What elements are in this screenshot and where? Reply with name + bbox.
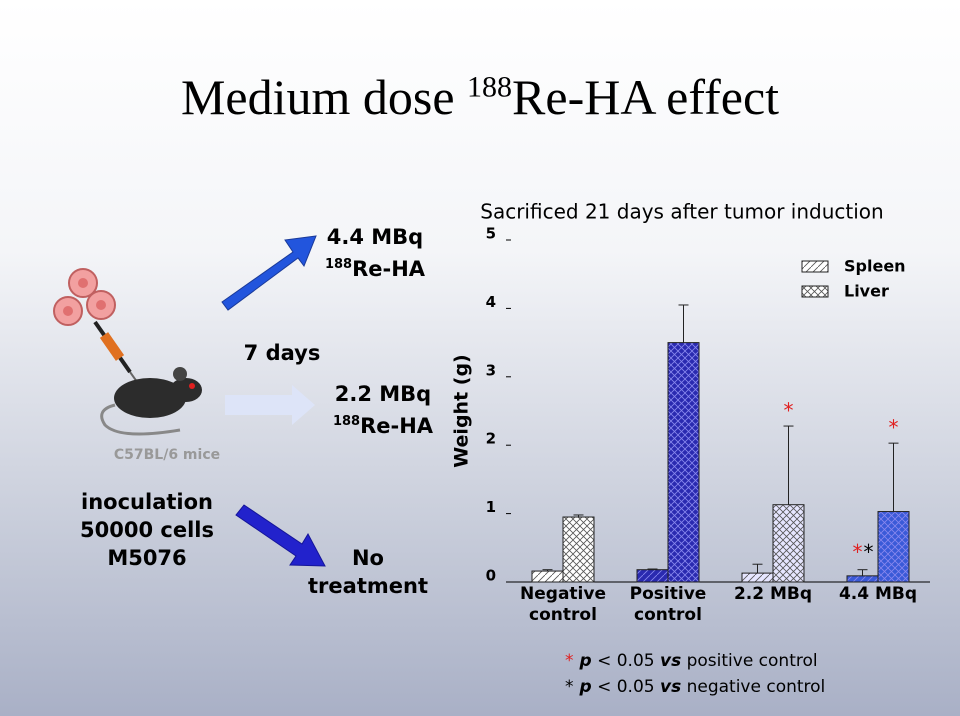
annotation: * <box>853 540 863 564</box>
dose: 4.4 MBq <box>326 225 424 249</box>
footnote-mark: * <box>565 651 574 671</box>
legend-label: Liver <box>844 282 889 301</box>
footnote: * p < 0.05 vs positive control <box>565 648 825 674</box>
bar <box>636 569 669 583</box>
arrow <box>235 504 326 567</box>
footnote-text: negative control <box>681 677 826 697</box>
title-text: Re-HA effect <box>512 69 780 125</box>
footnote-text: vs <box>659 651 682 671</box>
mouse-label: C57BL/6 mice <box>113 447 221 463</box>
footnote-text: p <box>579 677 592 697</box>
mouse <box>100 367 202 436</box>
inoculation-line: inoculation <box>81 490 213 514</box>
superscript: 188 <box>324 257 353 272</box>
bar <box>667 342 700 583</box>
inoculation: inoculation 50000 cells M5076 <box>62 488 232 572</box>
y-axis-title: Weight (g) <box>451 354 473 467</box>
inoculation-line: M5076 <box>107 546 187 570</box>
bar <box>877 511 910 583</box>
footnote-text: vs <box>659 677 682 697</box>
annotation: * <box>864 540 874 564</box>
bar <box>846 575 879 583</box>
diagram <box>53 235 326 567</box>
agent: Re-HA <box>360 414 434 438</box>
inoculation-line: 50000 cells <box>80 518 214 542</box>
legend-swatch <box>801 285 829 298</box>
chart: Sacrificed 21 days after tumor induction… <box>451 200 930 585</box>
y-tick-label: 3 <box>486 361 496 379</box>
interval: 7 days <box>243 341 321 365</box>
title-superscript: 188 <box>467 70 513 104</box>
dose: 2.2 MBq <box>334 382 432 406</box>
footnote: * p < 0.05 vs negative control <box>565 674 825 700</box>
y-tick-label: 4 <box>486 293 496 311</box>
title-text: Medium dose <box>180 69 468 125</box>
legend-label: Spleen <box>844 257 906 276</box>
footnotes: * p < 0.05 vs positive control * p < 0.05 v… <box>565 648 825 700</box>
group-label: No treatment <box>308 546 428 598</box>
superscript: 188 <box>332 414 361 429</box>
bar <box>772 504 805 583</box>
footnote-text: < 0.05 <box>591 651 660 671</box>
group-label: 2.2 MBq 188Re-HA <box>318 381 448 440</box>
x-tick-label: Positive control <box>629 584 707 625</box>
footnote-mark: * <box>565 677 574 697</box>
y-tick-label: 1 <box>486 498 496 516</box>
legend-swatch <box>801 260 829 273</box>
x-tick-label: Negative control <box>520 584 606 625</box>
annotation: * <box>889 416 899 440</box>
bar <box>562 516 595 583</box>
x-tick-label: 4.4 MBq <box>838 584 918 604</box>
footnote-text: p <box>579 651 592 671</box>
agent: Re-HA <box>352 257 426 281</box>
annotation: * <box>784 399 794 423</box>
x-tick-label: 2.2 MBq <box>733 584 813 604</box>
slide-title: Medium dose 188Re-HA effect <box>0 68 960 126</box>
chart-title: Sacrificed 21 days after tumor induction <box>480 200 883 224</box>
footnote-text: < 0.05 <box>591 677 660 697</box>
bar <box>741 572 774 583</box>
footnote-text: positive control <box>681 651 818 671</box>
arrow <box>221 235 317 311</box>
arrow <box>225 385 315 425</box>
y-tick-label: 0 <box>486 567 496 585</box>
y-tick-label: 5 <box>486 225 496 243</box>
group-label: 4.4 MBq 188Re-HA <box>310 224 440 283</box>
bar <box>531 570 564 583</box>
cells <box>53 268 116 326</box>
syringe <box>93 320 141 387</box>
y-tick-label: 2 <box>486 430 496 448</box>
